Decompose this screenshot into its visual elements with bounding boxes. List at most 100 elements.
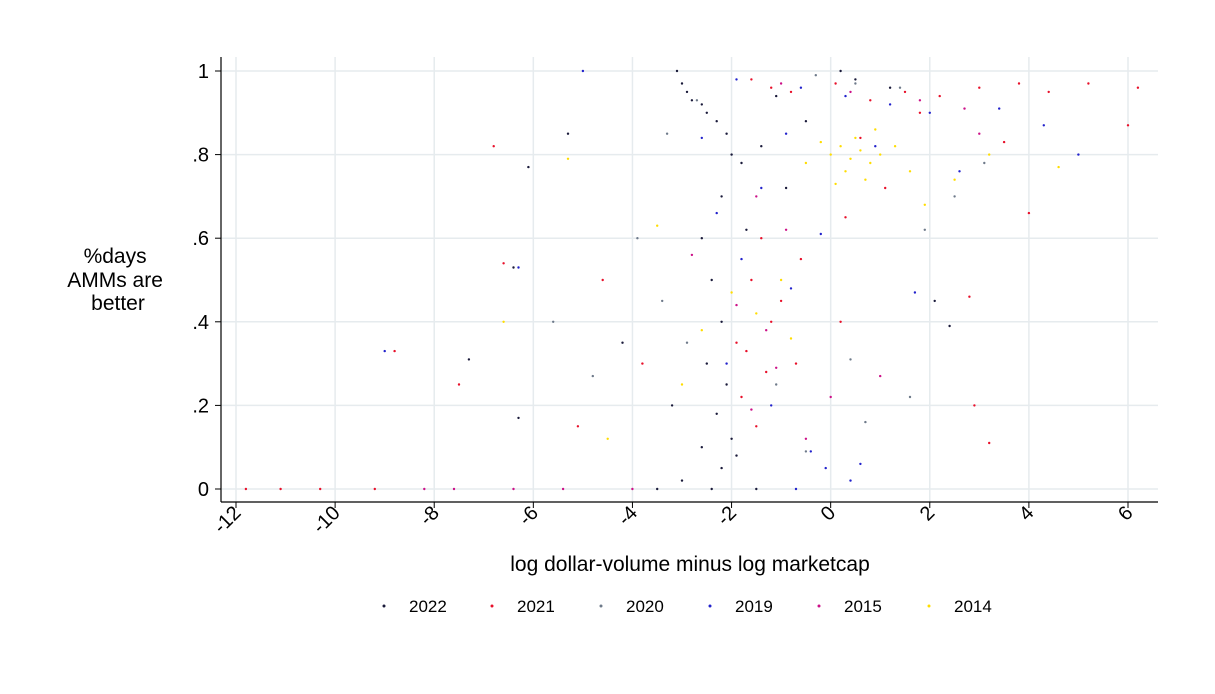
x-tick-label: -12 bbox=[210, 502, 246, 538]
data-point bbox=[502, 320, 505, 323]
data-point bbox=[700, 329, 703, 332]
data-point bbox=[591, 374, 594, 378]
y-tick-label: 0 bbox=[198, 479, 209, 501]
data-point bbox=[715, 211, 718, 215]
data-point bbox=[799, 86, 803, 89]
data-point bbox=[765, 370, 768, 374]
data-point bbox=[423, 487, 426, 491]
data-point bbox=[710, 278, 713, 282]
data-point bbox=[814, 74, 817, 77]
data-point bbox=[849, 90, 852, 94]
data-point bbox=[869, 161, 872, 165]
data-point bbox=[621, 341, 624, 344]
data-point bbox=[849, 157, 852, 160]
data-point bbox=[903, 90, 907, 94]
x-tick-label: 4 bbox=[1015, 502, 1038, 525]
legend-marker bbox=[817, 604, 821, 608]
axes bbox=[220, 57, 1158, 503]
legend-label: 2019 bbox=[735, 597, 773, 616]
data-point bbox=[700, 446, 703, 449]
legend: 2022 2021 2020 2019 2015 2014 bbox=[382, 597, 992, 616]
y-axis-title-line-2: AMMs are bbox=[67, 269, 163, 292]
x-tick-label: 2 bbox=[916, 502, 939, 525]
data-point bbox=[601, 278, 604, 282]
data-point bbox=[760, 145, 763, 148]
data-point bbox=[319, 487, 322, 491]
data-point bbox=[517, 416, 520, 420]
data-point bbox=[824, 466, 827, 470]
data-point bbox=[775, 366, 778, 369]
data-point bbox=[799, 257, 803, 261]
data-point bbox=[923, 203, 926, 206]
data-point bbox=[988, 441, 991, 445]
data-point bbox=[770, 404, 773, 407]
data-point bbox=[864, 420, 867, 424]
data-point bbox=[1047, 90, 1050, 94]
legend-marker bbox=[382, 604, 386, 608]
data-point bbox=[576, 425, 580, 428]
data-point bbox=[1002, 140, 1006, 144]
data-point bbox=[834, 82, 837, 85]
data-point bbox=[566, 132, 570, 135]
data-point bbox=[869, 99, 872, 102]
y-tick-label: .6 bbox=[192, 228, 209, 250]
data-point bbox=[948, 324, 951, 328]
data-point bbox=[700, 237, 703, 240]
data-point bbox=[685, 90, 689, 94]
data-point bbox=[829, 395, 832, 399]
data-point bbox=[968, 295, 971, 298]
data-point bbox=[978, 132, 981, 135]
legend-marker bbox=[927, 604, 931, 608]
data-point bbox=[760, 186, 763, 190]
data-point bbox=[1027, 211, 1031, 215]
data-point bbox=[730, 153, 733, 156]
data-point bbox=[512, 487, 515, 491]
data-point bbox=[755, 487, 758, 491]
data-point bbox=[735, 341, 738, 344]
x-tick-label: -8 bbox=[416, 502, 444, 530]
data-point bbox=[680, 383, 684, 386]
legend-label: 2015 bbox=[844, 597, 882, 616]
x-axis-title: log dollar-volume minus log marketcap bbox=[510, 553, 870, 576]
data-point bbox=[908, 170, 912, 173]
data-point bbox=[983, 161, 986, 165]
data-point bbox=[784, 132, 788, 135]
data-point bbox=[809, 450, 812, 453]
data-point bbox=[784, 228, 788, 231]
data-point bbox=[705, 111, 708, 115]
data-point bbox=[978, 86, 981, 89]
data-point bbox=[393, 349, 396, 353]
data-point bbox=[695, 99, 699, 102]
data-point bbox=[874, 145, 877, 148]
y-tick-label: .4 bbox=[192, 312, 209, 334]
data-point bbox=[1077, 153, 1080, 156]
x-tick-label: -2 bbox=[713, 502, 741, 530]
data-point bbox=[908, 395, 912, 399]
data-point bbox=[700, 103, 703, 106]
data-point bbox=[859, 462, 862, 466]
data-point bbox=[834, 182, 837, 186]
data-point bbox=[844, 216, 847, 219]
x-tick-label: -6 bbox=[515, 502, 543, 530]
data-point bbox=[750, 278, 753, 282]
data-point bbox=[874, 128, 877, 131]
data-point bbox=[928, 111, 931, 115]
data-point bbox=[700, 136, 703, 140]
data-point bbox=[804, 437, 808, 440]
data-point bbox=[779, 299, 783, 303]
data-point bbox=[527, 165, 530, 169]
data-point bbox=[888, 86, 892, 89]
data-point bbox=[779, 278, 783, 282]
data-point bbox=[665, 132, 669, 135]
data-point bbox=[740, 257, 743, 261]
data-point bbox=[765, 329, 768, 332]
data-point bbox=[893, 145, 897, 148]
data-point bbox=[859, 136, 862, 140]
data-point bbox=[854, 78, 857, 81]
data-point bbox=[755, 425, 758, 428]
data-point bbox=[755, 312, 758, 315]
data-point bbox=[452, 487, 456, 491]
data-point bbox=[715, 412, 718, 415]
data-point bbox=[467, 358, 471, 361]
data-point bbox=[888, 103, 892, 106]
